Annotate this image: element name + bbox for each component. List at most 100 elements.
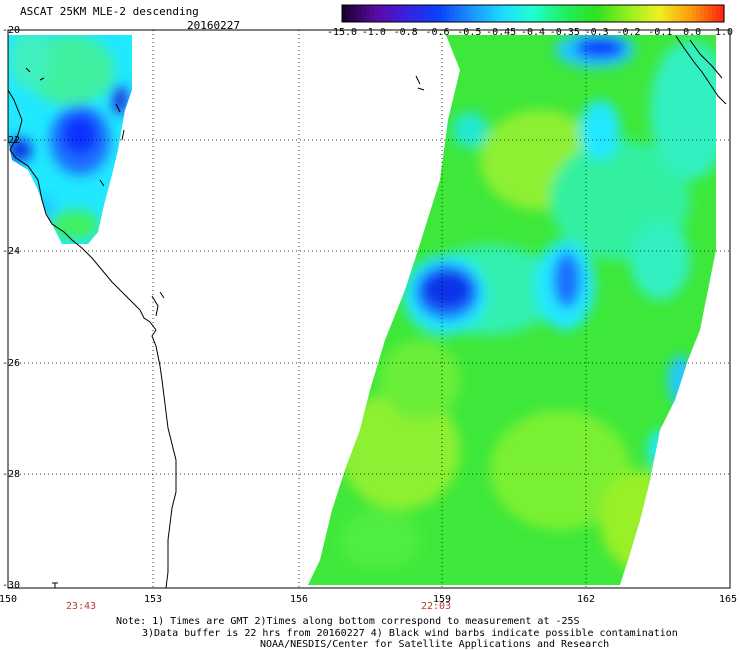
colorbar-swatch: [584, 5, 590, 22]
colorbar-swatch: [688, 5, 693, 22]
lat-tick: -24: [2, 246, 21, 257]
colorbar-swatch: [349, 5, 355, 22]
colorbar-swatch: [485, 5, 490, 22]
colorbar-swatch: [357, 5, 363, 22]
note-line-1: Note: 1) Times are GMT 2)Times along bot…: [116, 616, 580, 627]
coastline-new-caledonia: [675, 35, 727, 105]
colorbar-label: -0.1: [648, 27, 673, 38]
colorbar-swatch: [596, 5, 602, 22]
lat-tick: -22: [2, 135, 21, 146]
colorbar-swatch: [445, 5, 451, 22]
colorbar-swatch: [429, 5, 435, 22]
colorbar-swatch: [437, 5, 443, 22]
colorbar-swatch: [481, 5, 486, 22]
colorbar-swatch: [493, 5, 498, 22]
colorbar-swatch: [529, 5, 534, 22]
colorbar-swatch: [489, 5, 494, 22]
colorbar-swatch: [477, 5, 482, 22]
map-date: 20160227: [187, 19, 240, 32]
colorbar-swatch: [576, 5, 582, 22]
colorbar-swatch: [421, 5, 427, 22]
colorbar-swatch: [457, 5, 462, 22]
colorbar-swatch: [417, 5, 423, 22]
colorbar-swatch: [620, 5, 626, 22]
colorbar-swatch: [548, 5, 554, 22]
colorbar-swatch: [342, 5, 347, 22]
colorbar-swatch: [425, 5, 431, 22]
colorbar-label: 0.0: [683, 27, 702, 38]
colorbar-label: -0.6: [425, 27, 450, 38]
colorbar-swatch: [540, 5, 546, 22]
colorbar-swatch: [716, 5, 721, 22]
colorbar-swatch: [704, 5, 709, 22]
colorbar-swatch: [441, 5, 447, 22]
wind-barb-marker: [52, 582, 58, 588]
colorbar-swatch: [628, 5, 634, 22]
colorbar-swatch: [676, 5, 681, 22]
colorbar-frame: [341, 4, 725, 23]
lat-tick: -26: [2, 358, 21, 369]
map-frame: [7, 29, 731, 589]
colorbar-swatch: [361, 5, 367, 22]
colorbar-swatch: [405, 5, 411, 22]
colorbar-swatch: [700, 5, 705, 22]
colorbar-swatch: [501, 5, 506, 22]
colorbar-swatch: [712, 5, 717, 22]
graticule: [8, 30, 730, 588]
colorbar-swatch: [461, 5, 466, 22]
colorbar-swatch: [632, 5, 638, 22]
left-swath: [8, 35, 132, 244]
colorbar-swatch: [600, 5, 606, 22]
colorbar-label: -0.5: [457, 27, 482, 38]
colorbar-swatch: [509, 5, 514, 22]
lon-tick: 165: [718, 594, 738, 605]
colorbar-swatch: [397, 5, 403, 22]
lat-tick: -20: [2, 25, 21, 36]
colorbar-label: -0.8: [393, 27, 418, 38]
colorbar-swatch: [465, 5, 470, 22]
colorbar-swatch: [385, 5, 391, 22]
colorbar-swatch: [648, 5, 653, 22]
colorbar-swatch: [720, 5, 725, 22]
lon-tick: 162: [576, 594, 596, 605]
time-label-left: 23:43: [65, 601, 97, 612]
lon-tick: 150: [0, 594, 18, 605]
colorbar-label: -0.35: [549, 27, 580, 38]
colorbar-swatch: [664, 5, 669, 22]
lon-tick: 153: [143, 594, 163, 605]
colorbar-swatch: [612, 5, 618, 22]
colorbar-swatch: [644, 5, 649, 22]
colorbar-swatch: [373, 5, 379, 22]
note-line-3: NOAA/NESDIS/Center for Satellite Applica…: [260, 639, 610, 650]
colorbar-swatch: [413, 5, 419, 22]
lon-tick: 159: [432, 594, 452, 605]
colorbar-label: -1.0: [361, 27, 386, 38]
colorbar-swatch: [556, 5, 562, 22]
colorbar-swatch: [401, 5, 407, 22]
colorbar-swatch: [656, 5, 661, 22]
lat-tick: -28: [2, 469, 21, 480]
colorbar-swatch: [608, 5, 614, 22]
colorbar-swatch: [640, 5, 646, 22]
colorbar-swatch: [433, 5, 439, 22]
colorbar-swatch: [497, 5, 502, 22]
colorbar-swatch: [616, 5, 622, 22]
colorbar-swatch: [469, 5, 474, 22]
colorbar-swatch: [560, 5, 566, 22]
colorbar-swatch: [533, 5, 538, 22]
colorbar-swatch: [592, 5, 598, 22]
colorbar-swatch: [572, 5, 578, 22]
coastline-islet: [159, 291, 165, 299]
colorbar-swatch: [369, 5, 375, 22]
colorbar-swatch: [513, 5, 518, 22]
colorbar-label: 1.0: [714, 27, 734, 38]
colorbar-label: -0.3: [584, 27, 609, 38]
coastline-australia: [7, 89, 177, 589]
colorbar-swatch: [345, 5, 351, 22]
colorbar-swatch: [449, 5, 455, 22]
colorbar-swatch: [660, 5, 665, 22]
colorbar-swatch: [393, 5, 399, 22]
colorbar-swatch: [636, 5, 642, 22]
colorbar-swatch: [544, 5, 550, 22]
